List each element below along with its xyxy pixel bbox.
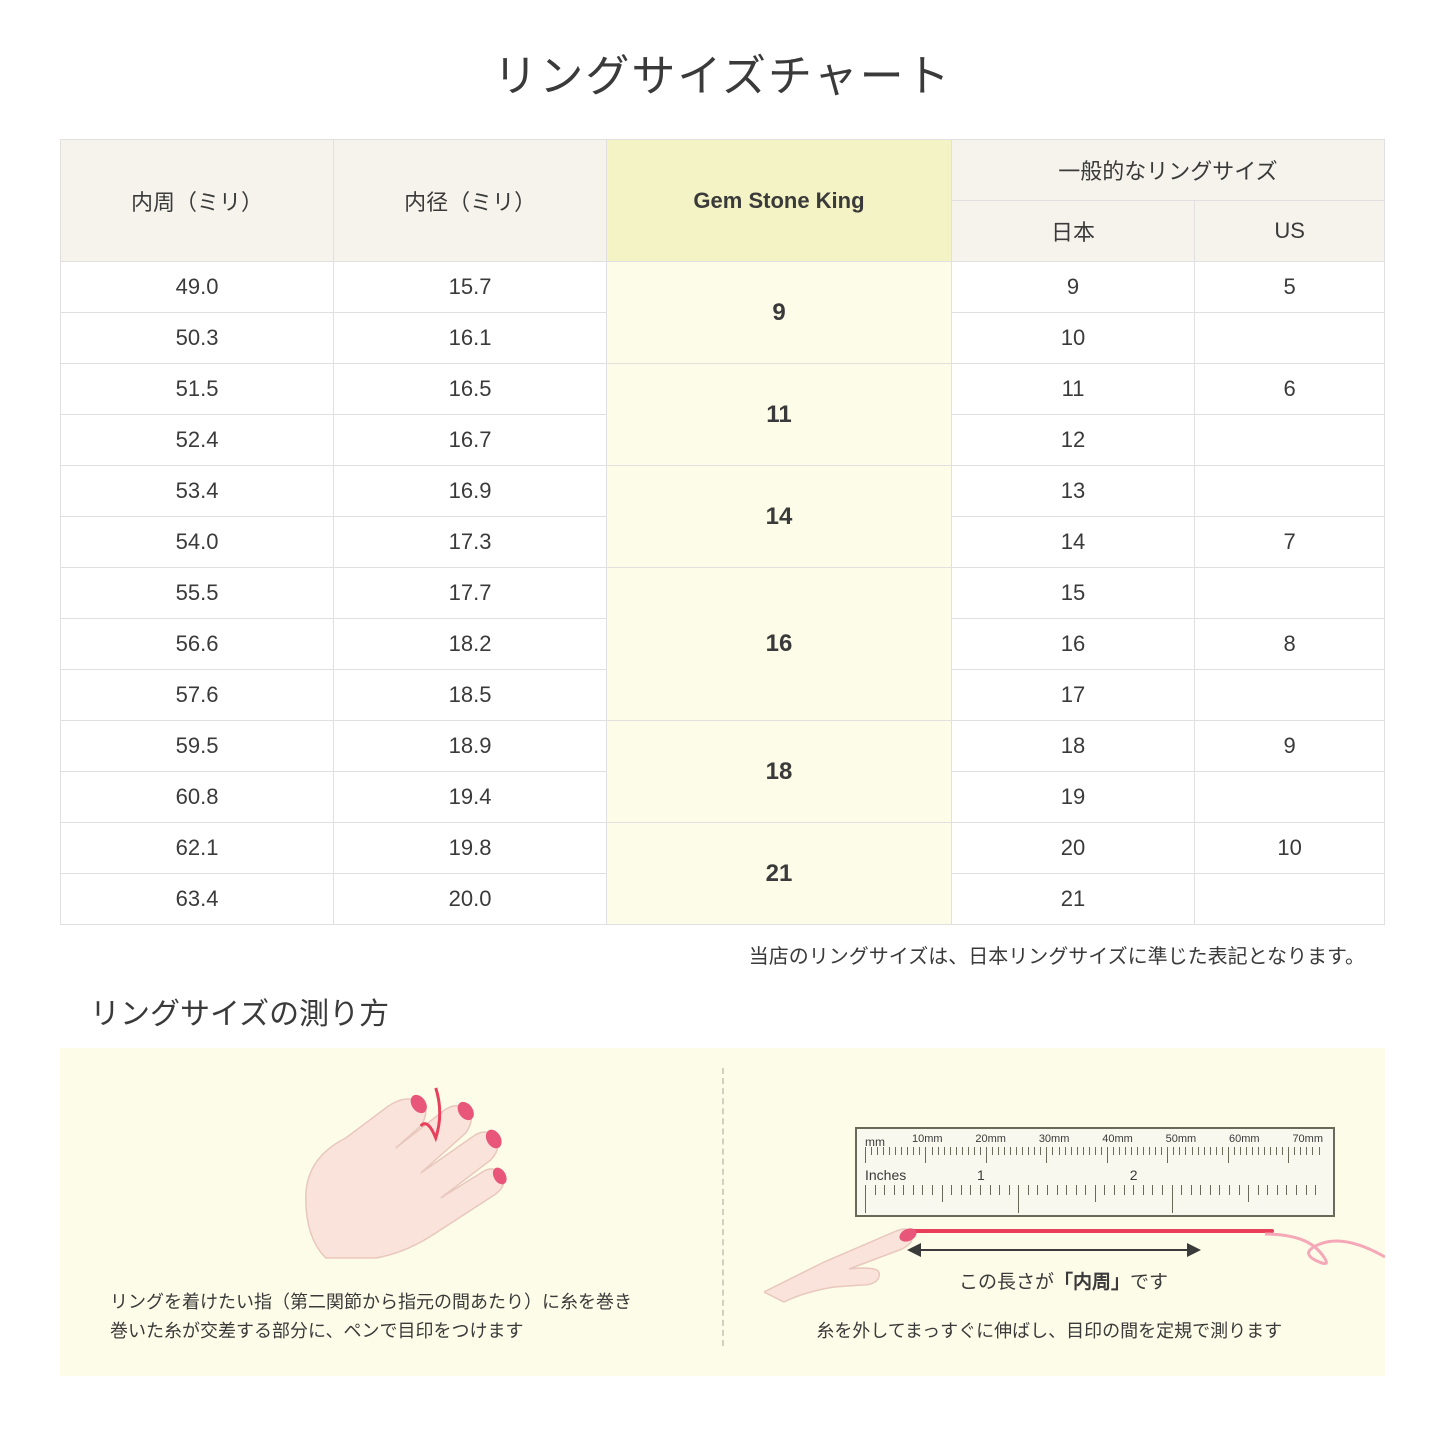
- table-row: 55.517.71615: [61, 568, 1385, 619]
- header-circumference: 内周（ミリ）: [61, 140, 334, 262]
- measurement-arrow: [909, 1249, 1199, 1251]
- instruction-step-2: mm 10mm20mm30mm40mm50mm60mm70mm Inches 1…: [744, 1068, 1356, 1346]
- thread-curl-icon: [1265, 1222, 1385, 1272]
- instruction-step-1: リングを着けたい指（第二関節から指元の間あたり）に糸を巻き巻いた糸が交差する部分…: [90, 1068, 702, 1346]
- header-common: 一般的なリングサイズ: [951, 140, 1384, 201]
- table-row: 62.119.8212010: [61, 823, 1385, 874]
- instruction-left-text: リングを着けたい指（第二関節から指元の間あたり）に糸を巻き巻いた糸が交差する部分…: [90, 1288, 702, 1346]
- note-text: 当店のリングサイズは、日本リングサイズに準じた表記となります。: [60, 940, 1385, 969]
- instruction-divider: [722, 1068, 724, 1346]
- table-row: 49.015.7995: [61, 262, 1385, 313]
- header-japan: 日本: [951, 201, 1194, 262]
- ruler-graphic: mm 10mm20mm30mm40mm50mm60mm70mm Inches 1…: [855, 1127, 1335, 1217]
- header-gsk: Gem Stone King: [607, 140, 952, 262]
- table-row: 53.416.91413: [61, 466, 1385, 517]
- page-title: リングサイズチャート: [60, 40, 1385, 104]
- hand-point-icon: [764, 1207, 924, 1307]
- header-diameter: 内径（ミリ）: [334, 140, 607, 262]
- table-row: 51.516.511116: [61, 364, 1385, 415]
- ruler-inch-marks: 12: [977, 1167, 1138, 1183]
- instructions-panel: リングを着けたい指（第二関節から指元の間あたり）に糸を巻き巻いた糸が交差する部分…: [60, 1048, 1385, 1376]
- thread-line: [904, 1229, 1274, 1233]
- ring-size-table: 内周（ミリ） 内径（ミリ） Gem Stone King 一般的なリングサイズ …: [60, 139, 1385, 925]
- howto-title: リングサイズの測り方: [90, 989, 1385, 1033]
- instruction-right-text: 糸を外してまっすぐに伸ばし、目印の間を定規で測ります: [744, 1317, 1356, 1346]
- table-row: 59.518.918189: [61, 721, 1385, 772]
- arrow-label: この長さが「内周」です: [924, 1267, 1204, 1294]
- ruler-mm-marks: 10mm20mm30mm40mm50mm60mm70mm: [912, 1133, 1323, 1145]
- ruler-inch-label: Inches: [865, 1167, 906, 1183]
- header-us: US: [1195, 201, 1385, 262]
- hand-wrap-icon: [90, 1068, 702, 1288]
